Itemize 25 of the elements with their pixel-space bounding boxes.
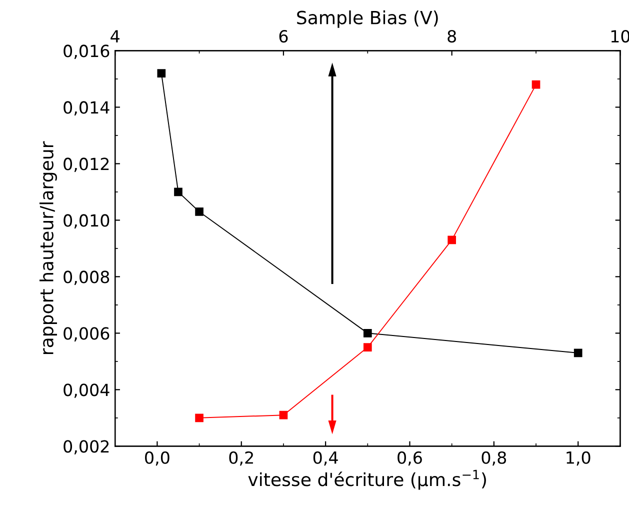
y-axis-title: rapport hauteur/largeur: [40, 141, 57, 354]
y-tick-label: 0,014: [64, 101, 110, 116]
x2-axis-title: Sample Bias (V): [297, 10, 438, 28]
x-tick-label: 0,8: [482, 451, 506, 466]
y-tick-label: 0,004: [64, 384, 110, 398]
point: [174, 188, 182, 196]
y-tick-label: 0,012: [64, 158, 109, 172]
x2-tick-label: 6: [279, 30, 288, 43]
x-tick-label: 0,0: [145, 451, 170, 466]
x-tick-label: 1,0: [566, 451, 590, 466]
y-tick-label: 0,002: [64, 440, 109, 454]
point: [157, 69, 166, 78]
point: [195, 208, 204, 216]
x-axis-title: vitesse d'écriture (µm.s$^{−1}$): [248, 470, 486, 490]
x-tick-label: 0,6: [398, 451, 422, 466]
point: [363, 329, 372, 338]
point: [574, 348, 582, 358]
x-tick-label: 0,2: [229, 451, 253, 466]
y-tick-label: 0,010: [64, 214, 110, 228]
x2-tick-label: 4: [110, 30, 120, 42]
y-tick-label: 0,008: [64, 270, 110, 285]
x-tick-label: 0,4: [313, 451, 338, 466]
y-tick-label: 0,016: [64, 44, 110, 59]
x2-tick-label: 8: [448, 30, 456, 43]
y-tick-label: 0,006: [64, 327, 110, 342]
